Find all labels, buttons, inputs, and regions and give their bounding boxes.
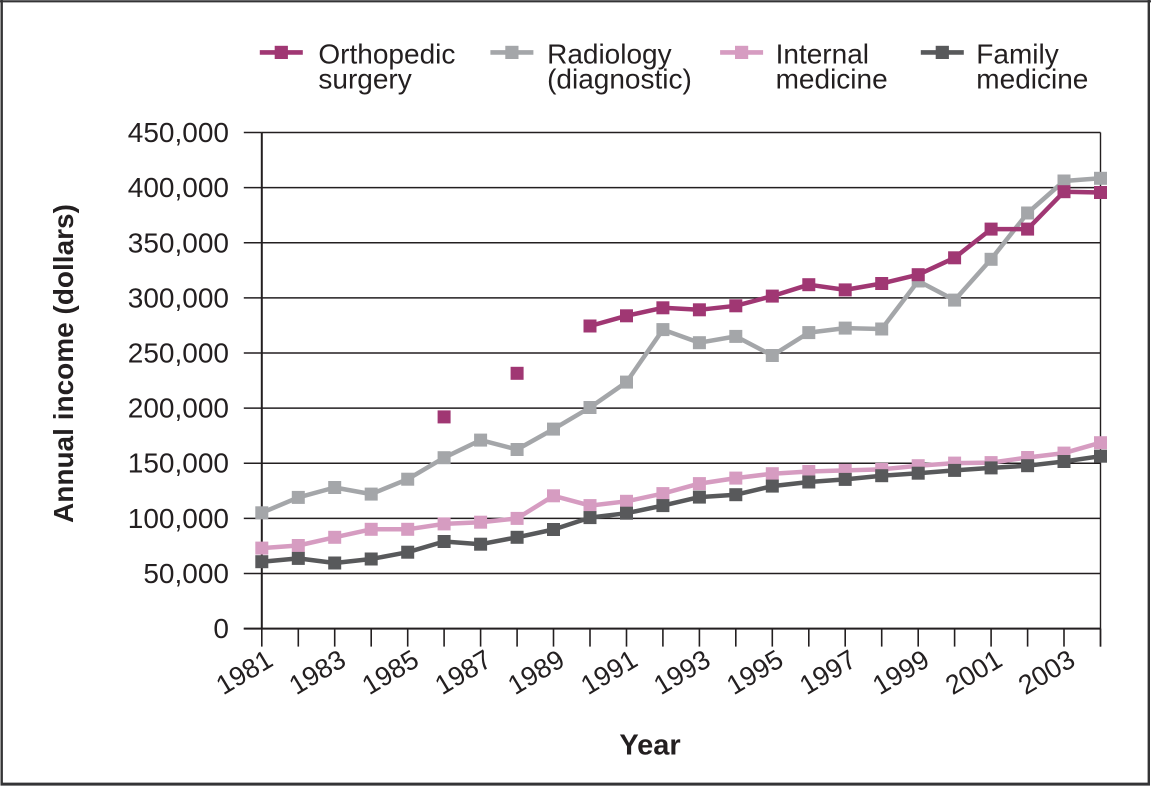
svg-text:Family: Family xyxy=(976,39,1058,70)
svg-text:Annual income (dollars): Annual income (dollars) xyxy=(48,204,79,523)
svg-text:350,000: 350,000 xyxy=(128,227,229,258)
svg-text:Radiology: Radiology xyxy=(547,39,672,70)
svg-text:Year: Year xyxy=(619,729,680,761)
svg-text:200,000: 200,000 xyxy=(128,393,229,424)
svg-text:50,000: 50,000 xyxy=(143,558,229,589)
svg-text:Internal: Internal xyxy=(776,39,869,70)
svg-text:450,000: 450,000 xyxy=(128,117,229,148)
svg-text:(diagnostic): (diagnostic) xyxy=(547,64,692,95)
svg-text:0: 0 xyxy=(213,613,229,644)
svg-text:Orthopedic: Orthopedic xyxy=(318,39,455,70)
svg-text:150,000: 150,000 xyxy=(128,448,229,479)
svg-text:400,000: 400,000 xyxy=(128,172,229,203)
svg-text:250,000: 250,000 xyxy=(128,338,229,369)
svg-text:medicine: medicine xyxy=(776,64,888,95)
svg-text:100,000: 100,000 xyxy=(128,503,229,534)
svg-text:surgery: surgery xyxy=(318,64,411,95)
svg-text:medicine: medicine xyxy=(976,64,1088,95)
svg-text:300,000: 300,000 xyxy=(128,282,229,313)
